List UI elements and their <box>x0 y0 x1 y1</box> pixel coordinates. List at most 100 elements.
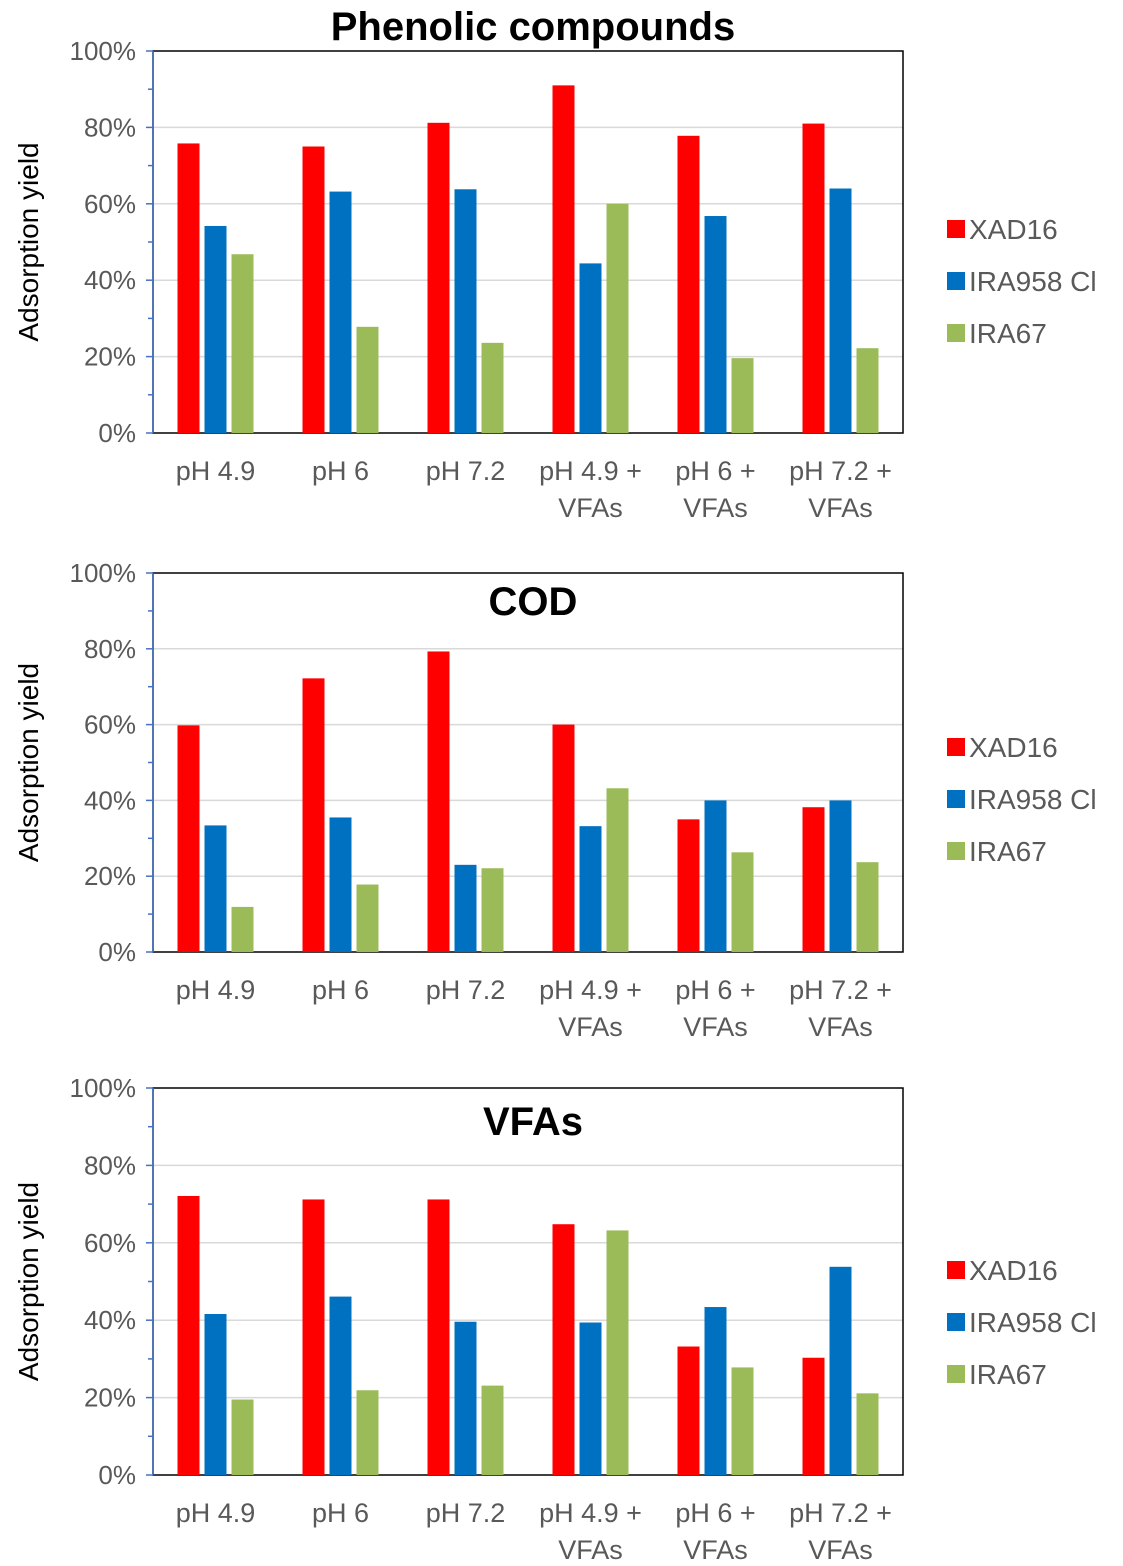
y-tick-label: 80% <box>84 634 136 664</box>
x-tick-label: pH 4.9 + <box>539 456 642 486</box>
bar <box>579 826 602 952</box>
bar <box>481 1385 504 1475</box>
bar <box>302 678 325 952</box>
bar <box>302 1199 325 1475</box>
bar <box>829 188 852 433</box>
chart-3: 0% 20% 40% 60% 80% 100% Adsorption yield pH 4.9… <box>13 1073 1097 1565</box>
bar <box>427 651 450 952</box>
x-tick-label: pH 4.9 <box>176 1498 256 1528</box>
plot-area <box>152 1087 904 1476</box>
bar <box>356 326 379 433</box>
bar <box>356 1390 379 1475</box>
chart-1: 0% 20% 40% 60% 80% 100% Adsorption yield pH 4.9… <box>13 5 1097 523</box>
legend-swatch <box>947 1313 965 1331</box>
x-tick-label: VFAs <box>683 1012 748 1042</box>
y-tick-label: 20% <box>84 861 136 891</box>
bar <box>606 788 629 952</box>
chart-title: Phenolic compounds <box>331 5 735 49</box>
y-tick-label: 20% <box>84 342 136 372</box>
x-tick-label: pH 7.2 + <box>789 1498 892 1528</box>
x-tick-label: pH 4.9 <box>176 975 256 1005</box>
bar <box>329 191 352 433</box>
bar <box>704 800 727 952</box>
x-tick-label: VFAs <box>558 493 623 523</box>
x-tick-label: VFAs <box>808 1012 873 1042</box>
bar <box>704 216 727 433</box>
bar <box>552 1224 575 1475</box>
plot-area <box>152 572 904 953</box>
x-tick-label: pH 7.2 + <box>789 456 892 486</box>
bar <box>731 358 754 433</box>
legend-swatch <box>947 220 965 238</box>
bar <box>329 1296 352 1475</box>
bar <box>677 819 700 952</box>
bar <box>731 852 754 952</box>
plot-area <box>152 50 904 434</box>
bar <box>177 725 200 952</box>
y-tick-label: 60% <box>84 1228 136 1258</box>
chart-2: 0% 20% 40% 60% 80% 100% Adsorption yield pH 4.9… <box>13 558 1097 1042</box>
x-tick-label: pH 7.2 + <box>789 975 892 1005</box>
bar <box>606 203 629 433</box>
y-tick-label: 0% <box>98 1460 136 1490</box>
bar <box>552 724 575 952</box>
x-tick-label: pH 7.2 <box>426 456 506 486</box>
bar <box>356 884 379 952</box>
y-tick-label: 40% <box>84 1305 136 1335</box>
legend-swatch <box>947 324 965 342</box>
x-tick-label: pH 6 + <box>675 975 755 1005</box>
x-tick-label: VFAs <box>558 1012 623 1042</box>
legend-label: IRA67 <box>969 1359 1047 1390</box>
y-axis-label: Adsorption yield <box>13 1182 44 1381</box>
legend-label: XAD16 <box>969 214 1058 245</box>
bar <box>329 817 352 952</box>
bar <box>481 868 504 952</box>
legend-swatch <box>947 1365 965 1383</box>
x-tick-label: VFAs <box>558 1535 623 1565</box>
bar <box>856 862 879 952</box>
x-tick-label: pH 7.2 <box>426 975 506 1005</box>
y-tick-label: 80% <box>84 1150 136 1180</box>
y-tick-label: 100% <box>70 36 137 66</box>
bar <box>454 864 477 952</box>
bar <box>704 1307 727 1475</box>
x-tick-label: pH 6 <box>312 1498 369 1528</box>
y-tick-label: 40% <box>84 785 136 815</box>
bar <box>231 906 254 952</box>
x-tick-label: VFAs <box>808 1535 873 1565</box>
y-axis-label: Adsorption yield <box>13 142 44 341</box>
bar <box>606 1230 629 1475</box>
bar <box>204 825 227 952</box>
bar <box>177 1195 200 1475</box>
bar <box>481 342 504 433</box>
x-tick-label: pH 6 + <box>675 456 755 486</box>
bar <box>802 123 825 433</box>
bar <box>829 1266 852 1475</box>
legend-label: IRA958 Cl <box>969 266 1097 297</box>
legend-swatch <box>947 272 965 290</box>
legend-label: IRA958 Cl <box>969 1307 1097 1338</box>
bar <box>204 1314 227 1475</box>
y-tick-label: 100% <box>70 1073 137 1103</box>
legend-label: XAD16 <box>969 1255 1058 1286</box>
bar <box>552 85 575 433</box>
y-tick-label: 60% <box>84 710 136 740</box>
x-tick-label: pH 6 <box>312 975 369 1005</box>
legend-label: IRA958 Cl <box>969 784 1097 815</box>
y-tick-label: 20% <box>84 1383 136 1413</box>
bar <box>454 1321 477 1475</box>
bar <box>856 1393 879 1475</box>
bar <box>427 122 450 433</box>
y-tick-label: 40% <box>84 265 136 295</box>
y-tick-label: 60% <box>84 189 136 219</box>
bar <box>829 800 852 952</box>
bar <box>231 1399 254 1475</box>
y-tick-label: 100% <box>70 558 137 588</box>
x-tick-label: pH 4.9 <box>176 456 256 486</box>
x-tick-label: pH 6 + <box>675 1498 755 1528</box>
x-tick-label: VFAs <box>683 493 748 523</box>
legend-label: IRA67 <box>969 836 1047 867</box>
bar <box>177 143 200 433</box>
bar <box>677 135 700 433</box>
